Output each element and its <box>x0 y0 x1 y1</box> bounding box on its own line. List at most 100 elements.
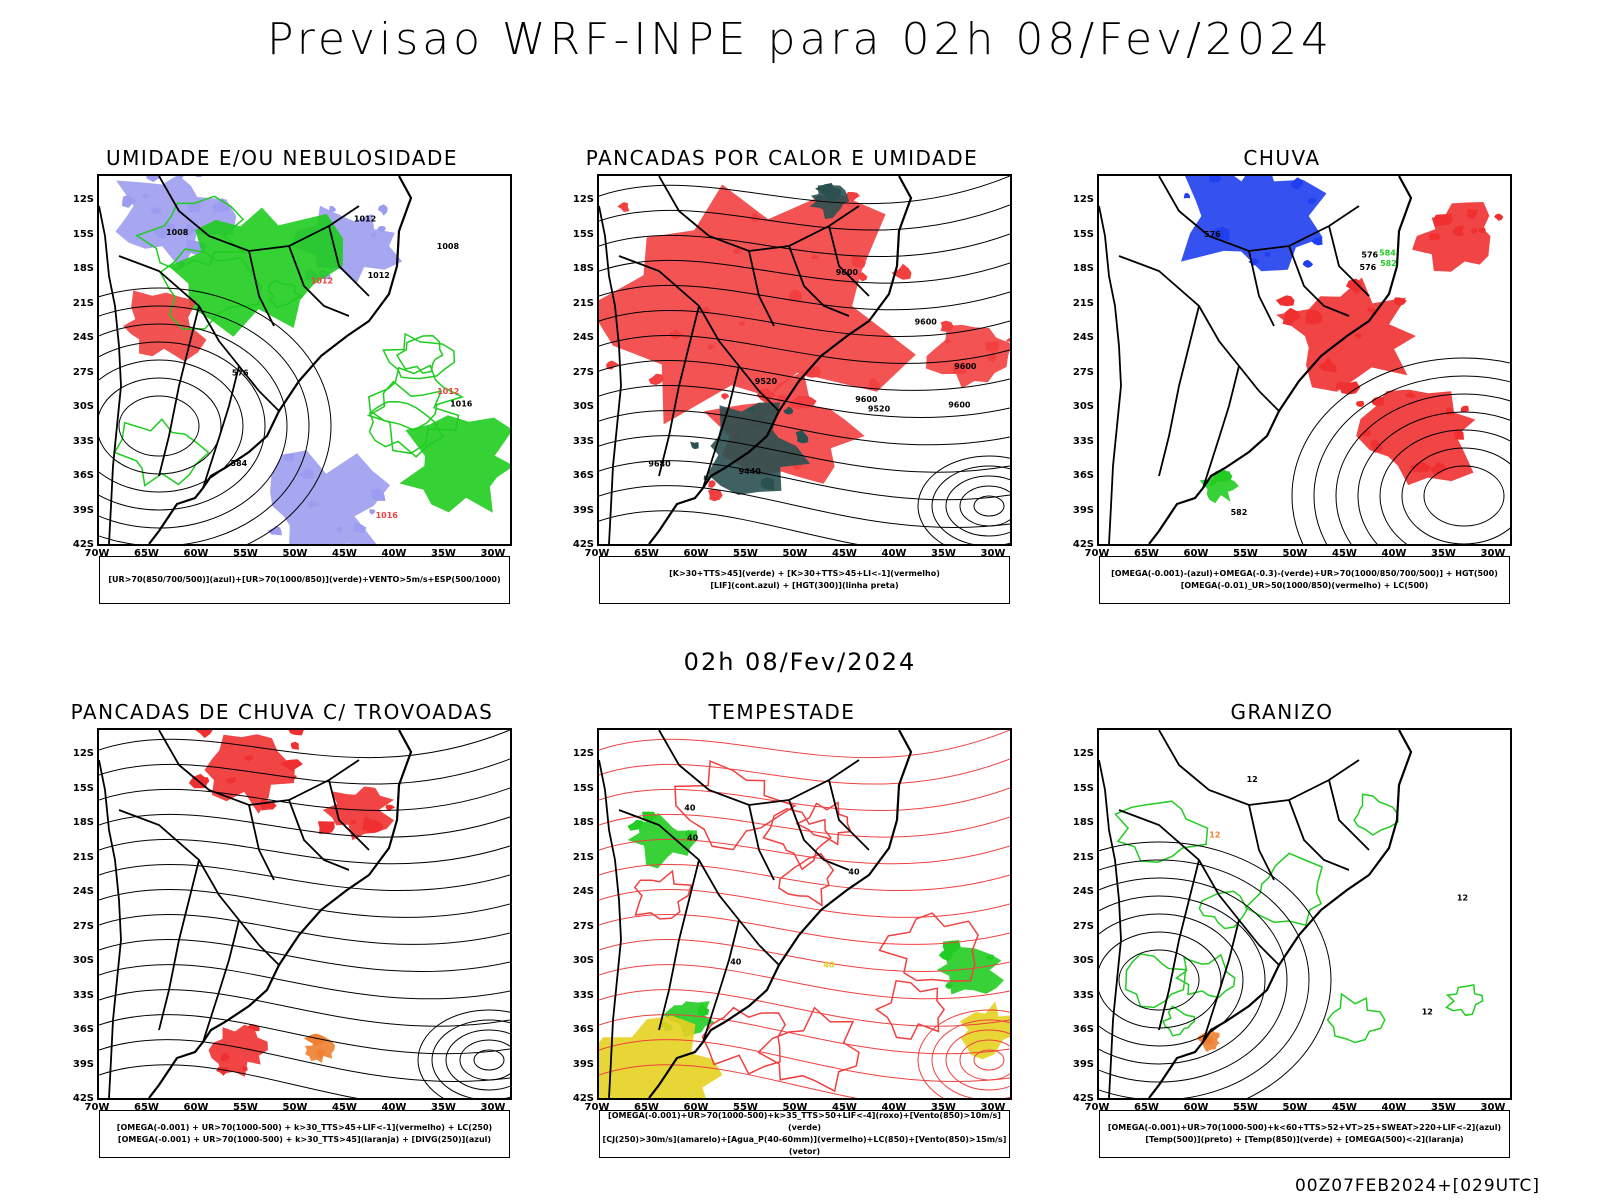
latitude-label: 42S <box>1072 539 1094 550</box>
country-border <box>258 390 280 412</box>
latitude-label: 18S <box>572 263 594 274</box>
coastline <box>148 730 413 1098</box>
country-border <box>1288 799 1350 871</box>
longitude-label: 65W <box>134 1102 159 1113</box>
longitude-label: 70W <box>84 1102 110 1113</box>
shaded-cell <box>811 254 819 260</box>
streamline <box>599 510 858 544</box>
coastline <box>1148 176 1413 544</box>
latitude-label: 12S <box>572 194 594 205</box>
shaded-cell <box>708 480 716 488</box>
colored-contour <box>113 418 210 487</box>
shaded-cell <box>121 195 137 208</box>
contour-value-label: 40 <box>684 804 696 813</box>
latitude-label: 39S <box>572 504 594 516</box>
colored-contour <box>1198 890 1249 930</box>
shaded-cell <box>211 197 231 213</box>
shaded-cell <box>1356 401 1365 407</box>
country-border <box>328 225 370 297</box>
latitude-label: 30S <box>572 401 594 412</box>
shaded-region <box>168 207 343 337</box>
panel-title: CHUVA <box>1243 146 1321 170</box>
legend-line: [OMEGA(-0.001)+UR>70(1000-500)+k>35_TTS>… <box>608 1111 1001 1132</box>
shaded-cell <box>869 377 881 389</box>
shaded-cell <box>707 344 715 350</box>
country-border <box>1158 305 1200 477</box>
streamline <box>599 176 1010 205</box>
andes-border <box>1099 759 1122 1098</box>
latitude-label: 42S <box>1072 1093 1094 1104</box>
latitude-label: 24S <box>572 332 594 343</box>
latitude-label: 21S <box>72 851 94 863</box>
shaded-cell <box>938 949 954 961</box>
latitude-label: 21S <box>572 297 594 309</box>
shaded-cell <box>377 225 386 233</box>
isoline <box>99 359 244 493</box>
latitude-label: 39S <box>1072 1058 1094 1070</box>
isoline <box>99 341 266 511</box>
contour-value-label: 40 <box>823 961 835 970</box>
panel-legend: [OMEGA(-0.001)+UR>70(1000-500)+k>35_TTS>… <box>599 1110 1010 1158</box>
shaded-cell <box>329 206 336 212</box>
map-plot-area <box>97 728 512 1100</box>
longitude-label: 70W <box>1084 548 1110 559</box>
shaded-cell <box>195 176 202 178</box>
streamline-vortex <box>917 1009 1010 1098</box>
shaded-cell <box>244 755 254 762</box>
shaded-cell <box>1478 227 1486 233</box>
country-border <box>758 944 780 966</box>
shaded-cell <box>1354 333 1363 339</box>
contour-value-label: 584 <box>231 459 248 468</box>
contour-value-label: 576 <box>1204 230 1221 239</box>
country-border <box>748 804 775 881</box>
legend-line: [OMEGA(-0.001)+UR>70(1000-500)+k<60+TTS>… <box>1107 1123 1502 1132</box>
latitude-label: 30S <box>572 955 594 966</box>
legend-line: [OMEGA(-0.01)_UR>50(1000/850)(vermelho) … <box>1180 581 1429 590</box>
streamline <box>599 989 1010 1027</box>
country-border <box>118 809 260 946</box>
contour-value-label: 584 <box>1379 249 1396 258</box>
panel-title: GRANIZO <box>1230 700 1334 724</box>
longitude-label: 60W <box>683 1102 709 1113</box>
country-border <box>328 779 370 851</box>
map-panel: GRANIZO 12S 15S 18S 21S 24S 27S 30S 33S 36S 39S 42S… <box>1052 700 1512 1190</box>
latitude-label: 15S <box>572 228 594 240</box>
shaded-cell <box>1183 192 1191 199</box>
longitude-label: 45W <box>1332 548 1357 559</box>
shaded-cell <box>1393 297 1407 306</box>
andes-border <box>1099 205 1122 544</box>
shaded-cell <box>1212 226 1230 241</box>
streamline <box>599 787 1010 812</box>
country-border <box>702 365 740 489</box>
shaded-region <box>599 1015 723 1098</box>
isoline <box>99 323 288 529</box>
latitude-label: 39S <box>72 504 94 516</box>
shaded-region <box>707 402 811 495</box>
shaded-cell <box>369 509 376 515</box>
streamline <box>99 813 510 838</box>
isoline <box>1291 357 1510 544</box>
contour-value-label: 40 <box>687 833 699 842</box>
longitude-label: 40W <box>381 548 407 559</box>
longitude-label: 30W <box>980 548 1006 559</box>
colored-contour <box>674 760 797 851</box>
contour-value-label: 9440 <box>739 467 762 476</box>
latitude-label: 12S <box>72 194 94 205</box>
coastline <box>1148 730 1413 1098</box>
shaded-cell <box>944 338 951 344</box>
streamline <box>599 284 1010 311</box>
country-border <box>828 779 870 851</box>
legend-line: [UR>70(850/700/500)](azul)+[UR>70(1000/8… <box>108 575 501 584</box>
streamline <box>599 435 1010 473</box>
latitude-label: 18S <box>72 817 94 828</box>
longitude-label: 65W <box>1134 548 1159 559</box>
longitude-label: 40W <box>881 1102 907 1113</box>
colored-contour <box>1175 953 1236 999</box>
streamline <box>99 939 510 973</box>
latitude-label: 27S <box>572 366 594 378</box>
isoline <box>1313 375 1510 544</box>
colored-contour <box>1161 1005 1196 1037</box>
map-panel: PANCADAS POR CALOR E UMIDADE 12S 15S 18S 21S… <box>552 146 1012 636</box>
panel-legend: [K>30+TTS>45](verde) + [K>30+TTS>45+LI<-… <box>599 556 1010 604</box>
streamline <box>599 1014 1010 1055</box>
